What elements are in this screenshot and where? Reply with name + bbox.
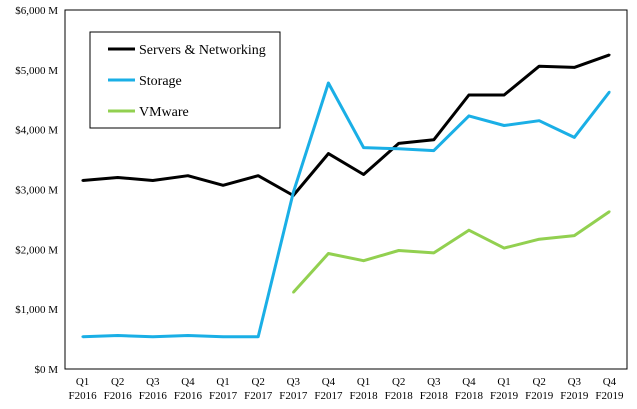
data-point [397,249,400,252]
x-tick-label-quarter: Q3 [427,376,441,388]
data-point [538,65,541,68]
x-tick-label-quarter: Q3 [146,376,160,388]
x-tick-label-year: F2016 [139,390,168,402]
x-tick-label-year: F2017 [314,390,343,402]
y-tick-label: $0 M [34,364,58,376]
x-tick-label-year: F2016 [174,390,203,402]
x-tick-label-year: F2016 [69,390,98,402]
data-point [432,251,435,255]
data-point [257,335,260,338]
series-line [82,53,610,197]
x-tick-label-quarter: Q2 [111,376,124,388]
data-point [432,149,435,152]
y-tick-label: $1,000 M [15,304,58,316]
data-point [186,174,190,177]
x-tick-label-year: F2018 [350,390,379,402]
legend-label: Storage [139,74,182,89]
data-point [502,246,506,250]
data-point [221,184,225,187]
x-tick-label-quarter: Q1 [216,376,229,388]
data-point [467,93,471,97]
y-axis: $0 M $1,000 M $2,000 M $3,000 M $4,000 M $5,0… [15,5,58,376]
data-point [432,138,435,141]
data-point [116,334,119,337]
data-point [221,335,225,338]
series-storage [81,81,611,339]
x-tick-label-quarter: Q1 [497,376,510,388]
x-tick-label-quarter: Q2 [392,376,405,388]
data-point [397,142,400,145]
data-point [327,81,330,85]
data-point [151,335,154,338]
data-point [538,119,541,122]
data-point [502,93,506,97]
y-tick-label: $2,000 M [15,244,58,256]
legend-label: VMware [139,105,189,120]
y-tick-label: $6,000 M [15,5,58,17]
series-layer [81,53,611,339]
x-tick-label-quarter: Q1 [357,376,370,388]
x-tick-label-quarter: Q3 [568,376,582,388]
data-point [292,191,295,194]
x-tick-label-year: F2019 [560,390,589,402]
x-tick-label-year: F2016 [104,390,133,402]
y-tick-label: $4,000 M [15,125,58,137]
x-tick-label-quarter: Q2 [251,376,264,388]
data-point [116,176,119,179]
data-point [186,334,190,337]
data-point [608,53,611,57]
x-tick-label-year: F2019 [490,390,519,402]
data-point [362,173,365,176]
y-tick-label: $5,000 M [15,65,58,77]
x-axis: Q1 F2016 Q2 F2016 Q3 F2016 Q4 F2016 Q1 F2017 Q2 F20… [69,376,624,402]
data-point [257,174,260,177]
data-point [608,90,611,94]
data-point [538,238,541,241]
data-point [573,136,576,139]
x-tick-label-quarter: Q4 [181,376,195,388]
x-tick-label-year: F2017 [244,390,273,402]
x-tick-label-year: F2018 [385,390,414,402]
data-point [81,335,84,338]
x-tick-label-year: F2019 [595,390,624,402]
data-point [151,179,154,182]
x-tick-label-quarter: Q4 [322,376,336,388]
x-tick-label-quarter: Q1 [76,376,89,388]
x-tick-label-year: F2017 [209,390,238,402]
series-servers-networking [81,53,611,197]
legend-label: Servers & Networking [139,43,266,58]
series-line [82,81,611,339]
x-tick-label-year: F2018 [420,390,449,402]
x-tick-label-quarter: Q4 [603,376,617,388]
series-vmware [292,210,611,294]
data-point [327,152,330,155]
x-tick-label-year: F2019 [525,390,554,402]
data-point [608,210,611,213]
data-point [327,252,330,255]
data-point [397,147,400,150]
y-tick-label: $3,000 M [15,185,58,197]
data-point [502,124,506,127]
series-line [292,210,611,294]
data-point [573,234,576,237]
x-tick-label-quarter: Q3 [287,376,301,388]
legend: Servers & Networking Storage VMware [89,31,281,129]
x-tick-label-year: F2017 [279,390,308,402]
data-point [573,66,576,69]
data-point [81,179,84,182]
x-tick-label-quarter: Q4 [462,376,476,388]
x-tick-label-quarter: Q2 [532,376,545,388]
data-point [467,114,471,118]
x-tick-label-year: F2018 [455,390,484,402]
data-point [467,229,471,232]
data-point [292,291,295,294]
data-point [362,146,365,149]
data-point [362,259,365,262]
